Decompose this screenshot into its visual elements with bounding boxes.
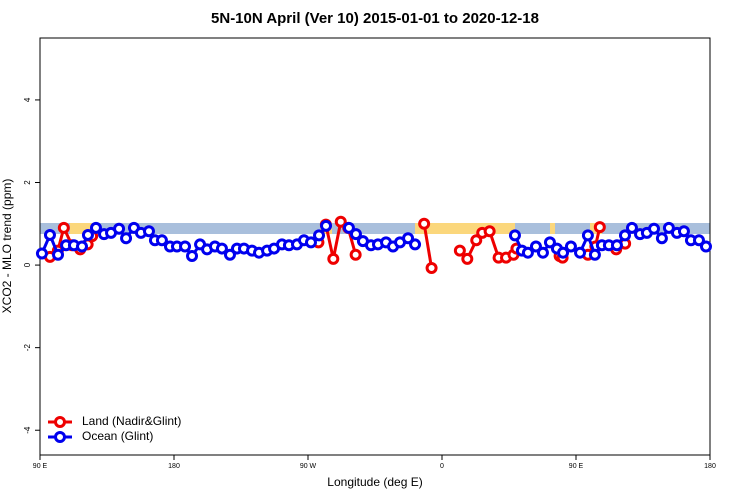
data-point [313, 229, 326, 242]
data-point [43, 228, 56, 241]
x-tick-label: 180 [704, 463, 716, 470]
data-point [342, 221, 355, 234]
data-point [418, 217, 431, 230]
data-point [662, 221, 675, 234]
data-point [402, 232, 415, 245]
data-point [453, 244, 466, 257]
x-tick-label: 90 W [300, 463, 317, 470]
y-tick-label: 4 [23, 97, 32, 102]
data-point [692, 234, 705, 247]
land-band [70, 223, 92, 234]
data-point [349, 228, 362, 241]
data-point [35, 247, 48, 260]
x-tick-label: 0 [440, 463, 444, 470]
data-point [543, 236, 556, 249]
data-point [179, 240, 192, 253]
data-point [593, 221, 606, 234]
data-point [648, 222, 661, 235]
y-tick-label: -2 [23, 344, 32, 352]
data-point [461, 252, 474, 265]
legend-label: Ocean (Glint) [82, 429, 153, 443]
data-point [564, 240, 577, 253]
x-tick-label: 90 E [569, 463, 584, 470]
y-tick-label: 2 [23, 180, 32, 185]
x-tick-label: 180 [168, 463, 180, 470]
data-point [223, 248, 236, 261]
data-point [409, 238, 422, 251]
data-point [52, 248, 65, 261]
land-band [550, 223, 555, 234]
data-point [470, 234, 483, 247]
data-point [120, 232, 133, 245]
data-point [508, 229, 521, 242]
ocean-band [40, 223, 710, 234]
data-point [699, 240, 712, 253]
y-tick-label: 0 [23, 262, 32, 267]
data-point [186, 249, 199, 262]
chart-title: 5N-10N April (Ver 10) 2015-01-01 to 2020… [211, 10, 539, 27]
data-point [81, 228, 94, 241]
data-point [425, 261, 438, 274]
data-point [557, 246, 570, 259]
data-point [57, 221, 70, 234]
data-point [588, 248, 601, 261]
data-point [529, 240, 542, 253]
data-point [142, 225, 155, 238]
data-point [574, 246, 587, 259]
legend-marker [54, 416, 66, 428]
data-point [349, 248, 362, 261]
data-point [625, 221, 638, 234]
x-tick-label: 90 E [33, 463, 48, 470]
legend-label: Land (Nadir&Glint) [82, 414, 181, 428]
data-point [581, 229, 594, 242]
data-point [155, 234, 168, 247]
data-point [304, 236, 317, 249]
data-point [113, 222, 126, 235]
data-point [655, 232, 668, 245]
x-axis-label: Longitude (deg E) [327, 475, 422, 489]
land-band [415, 223, 515, 234]
data-point [89, 221, 102, 234]
series-line [422, 223, 434, 269]
y-tick-label: -4 [23, 426, 32, 434]
data-point [536, 246, 549, 259]
data-point [327, 252, 340, 265]
data-point [677, 225, 690, 238]
data-point [618, 229, 631, 242]
y-axis-label: XCO2 - MLO trend (ppm) [0, 179, 14, 314]
data-point [334, 215, 347, 228]
data-point [320, 219, 333, 232]
data-point [521, 246, 534, 259]
data-point [215, 242, 228, 255]
legend-marker [54, 431, 66, 443]
data-point [483, 225, 496, 238]
data-point [75, 240, 88, 253]
data-point [610, 239, 623, 252]
